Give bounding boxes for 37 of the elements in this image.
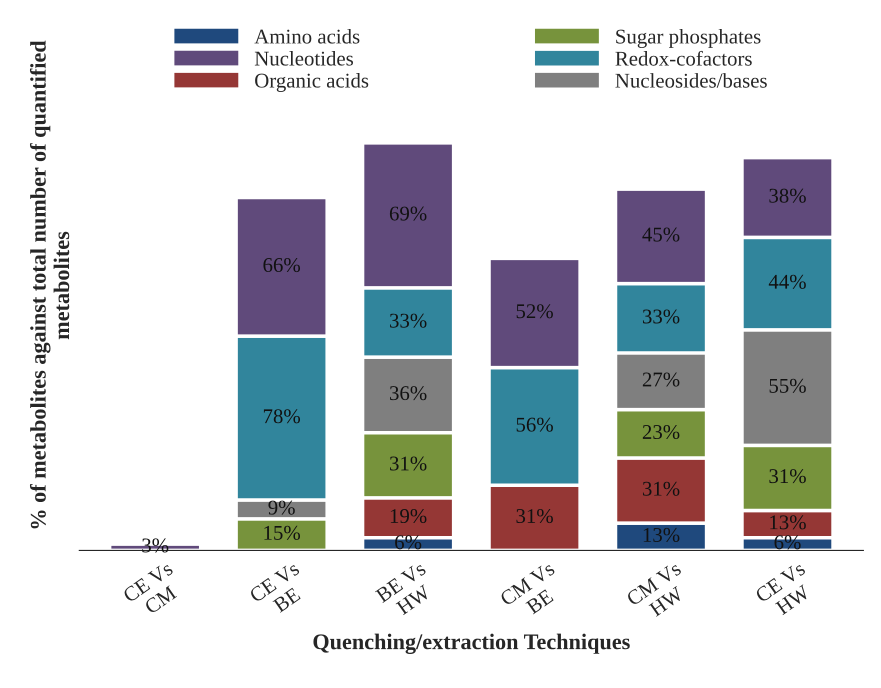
- data-label: 33%: [390, 314, 426, 328]
- data-label: 31%: [516, 508, 553, 524]
- legend-label: Sugar phosphates: [616, 28, 760, 48]
- y-axis-title: % of metabolites against total number of quantified metabolites: [30, 40, 70, 528]
- legend-label: Redox-cofactors: [615, 50, 752, 66]
- data-label: 78%: [264, 409, 300, 424]
- x-tick-label: CE Vs CM: [122, 561, 178, 614]
- data-label: 27%: [642, 372, 680, 387]
- data-label: 33%: [642, 309, 680, 324]
- data-label: 19%: [390, 508, 426, 524]
- data-label: 9%: [268, 500, 295, 515]
- data-label: 31%: [642, 482, 680, 496]
- data-label: 31%: [769, 469, 806, 484]
- data-label: 52%: [516, 304, 553, 318]
- data-label: 38%: [769, 188, 806, 203]
- legend-label: Amino acids: [254, 28, 360, 44]
- data-label: 44%: [768, 274, 806, 289]
- data-label: 45%: [642, 228, 680, 242]
- data-label: 56%: [516, 418, 553, 432]
- x-tick-label: CE Vs BE: [248, 561, 301, 613]
- data-label: 55%: [770, 378, 806, 393]
- x-tick-label: BE Vs HW: [375, 561, 432, 616]
- data-label: 13%: [770, 515, 806, 530]
- data-label: 23%: [642, 424, 680, 440]
- x-tick-label: CE Vs HW: [754, 561, 811, 616]
- x-axis-title: Quenching/extraction Techniques: [313, 634, 630, 654]
- legend-label: Nucleotides: [254, 50, 354, 66]
- data-label: 15%: [264, 526, 300, 540]
- legend-label: Nucleosides/bases: [615, 73, 767, 88]
- data-label: 31%: [390, 456, 426, 471]
- data-label: 66%: [263, 258, 300, 272]
- legend-label: Organic acids: [255, 73, 368, 92]
- data-label: 36%: [390, 386, 426, 400]
- data-label: 13%: [644, 528, 680, 542]
- data-label: 69%: [390, 206, 426, 221]
- x-tick-label: CM Vs BE: [499, 561, 556, 614]
- x-tick-label: CM Vs HW: [626, 561, 685, 618]
